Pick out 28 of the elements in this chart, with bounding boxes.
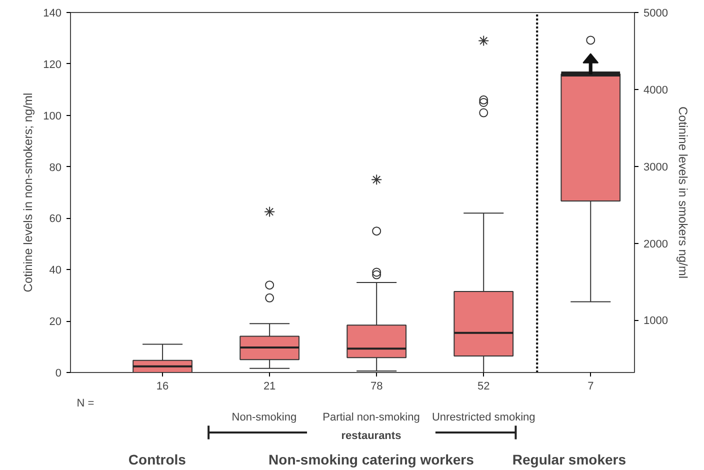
text: Unrestricted smoking [432, 412, 536, 424]
y2-tick-label: 1000 [644, 315, 668, 328]
y2-tick-label: 5000 [644, 8, 668, 20]
text: Regular smokers [512, 452, 626, 468]
y-tick-label: 80 [49, 162, 62, 174]
x-tick-label: 16 [156, 380, 169, 392]
text: Non-smoking catering workers [268, 452, 474, 468]
text: Partial non-smoking [322, 412, 420, 424]
y-axis-title: Cotinine levels in non-smokers; ng/ml [21, 92, 36, 292]
x-tick-label: 52 [477, 380, 490, 392]
text: Non-smoking [232, 412, 297, 424]
text: restaurants [341, 430, 402, 442]
y2-tick-label: 4000 [644, 84, 668, 96]
y-tick-label: 20 [49, 316, 62, 328]
y-tick-label: 100 [43, 110, 62, 122]
y-tick-label: 120 [43, 58, 62, 71]
y-tick-label: 40 [49, 264, 62, 277]
y2-axis-title: Cotinine levels in smokers ng/ml [676, 106, 690, 279]
text: N = [76, 397, 94, 410]
y2-tick-label: 3000 [644, 161, 668, 174]
x-tick-label: 78 [370, 380, 383, 392]
y-tick-label: 140 [43, 8, 62, 20]
y2-tick-label: 2000 [644, 238, 668, 250]
y-tick-label: 60 [49, 213, 62, 226]
y-tick-label: 0 [55, 368, 62, 380]
x-tick-label: 21 [263, 380, 276, 392]
text: Controls [128, 452, 186, 468]
x-tick-label: 7 [588, 380, 594, 392]
